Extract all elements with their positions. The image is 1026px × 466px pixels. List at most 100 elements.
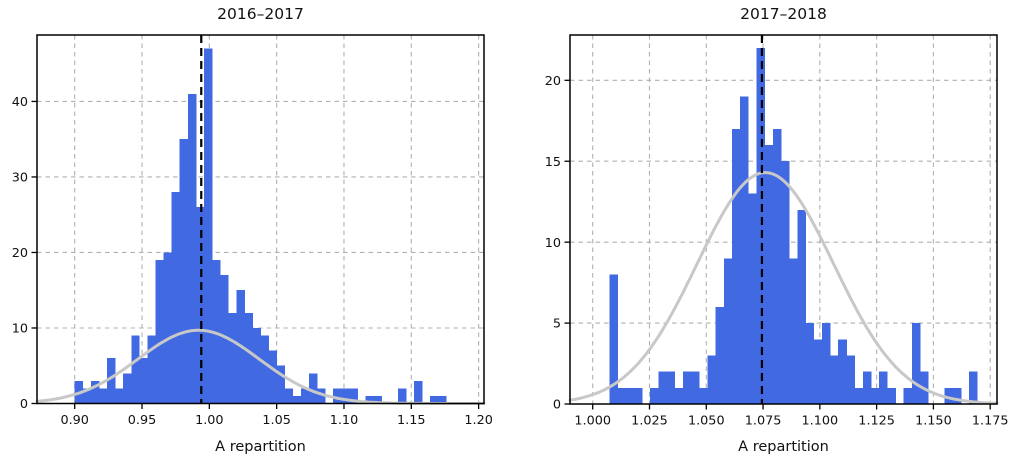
x-tick-label: 1.15 [397, 413, 426, 428]
x-axis-label-right: A repartition [738, 439, 829, 455]
histogram-bar [691, 371, 700, 404]
histogram-bar [748, 193, 757, 404]
gaussian-fit-curve [568, 171, 999, 405]
x-tick-label: 1.050 [688, 414, 725, 429]
histogram-bar [772, 128, 782, 404]
histogram-bar [862, 371, 872, 404]
histogram-bar [179, 139, 189, 404]
histogram-bar [212, 260, 221, 404]
histogram-bar [625, 387, 635, 404]
histogram-bar [674, 387, 684, 404]
histogram-bar [187, 93, 197, 404]
histogram-bar [300, 388, 310, 404]
histogram-bar [821, 323, 831, 404]
histogram-bar [969, 371, 978, 404]
histogram-bar [244, 312, 253, 404]
histogram-bar [147, 335, 156, 404]
histogram-bar [805, 323, 815, 404]
histogram-bar [609, 274, 618, 404]
y-tick-label: 40 [12, 95, 28, 110]
histogram-bar [715, 306, 725, 404]
histogram-bar [903, 387, 913, 404]
x-tick-label: 1.10 [330, 413, 359, 428]
histogram-bar [633, 387, 643, 404]
histogram-bar [658, 371, 667, 404]
histogram-bar [123, 373, 132, 404]
histogram-bar [373, 395, 383, 404]
histogram-bar [764, 145, 774, 405]
x-tick-label: 1.20 [464, 413, 493, 428]
x-tick-label: 1.175 [972, 414, 1009, 429]
histogram-bar [870, 387, 880, 404]
histogram-bar [260, 335, 269, 404]
histogram-bar [349, 388, 358, 404]
histogram-bar [107, 358, 116, 404]
histogram-bar [756, 47, 766, 404]
histogram-bar [911, 323, 921, 404]
x-tick-label: 1.100 [802, 414, 839, 429]
histogram-bar [707, 355, 716, 404]
histogram-bar [90, 380, 100, 404]
histogram-bar [228, 312, 237, 404]
histogram-bar [308, 373, 318, 404]
x-tick-label: 1.125 [858, 414, 895, 429]
histogram-bar [430, 395, 439, 404]
y-tick-label: 20 [12, 246, 28, 261]
histogram-bar [98, 388, 108, 404]
histogram-bar [789, 258, 798, 404]
histogram-bar [220, 275, 229, 404]
axes-frame [36, 34, 485, 405]
histogram-bar [944, 387, 954, 404]
histogram-bar [195, 207, 205, 404]
plot-title-left: 2016–2017 [217, 5, 304, 23]
histogram-bar [617, 387, 627, 404]
y-tick-label: 10 [545, 236, 561, 251]
y-tick-label: 0 [553, 398, 561, 413]
histogram-bar [438, 395, 447, 404]
histogram-bar [797, 209, 806, 404]
x-tick-label: 1.000 [574, 414, 611, 429]
histogram-bar [171, 192, 181, 404]
axes-frame [569, 34, 998, 405]
y-tick-label: 0 [20, 397, 28, 412]
y-tick-label: 30 [12, 171, 28, 186]
histogram-bar [397, 388, 407, 404]
histogram-bar [838, 339, 847, 404]
x-tick-label: 1.05 [262, 413, 291, 428]
histogram-bar [879, 371, 888, 404]
histogram-bar [846, 355, 855, 404]
histogram-bar [887, 387, 896, 404]
histogram-bar [82, 388, 92, 404]
histogram-bar [155, 260, 164, 404]
histogram-bar [341, 388, 350, 404]
x-tick-label: 1.075 [745, 414, 782, 429]
histogram-bar [813, 339, 823, 404]
y-tick-label: 15 [545, 155, 561, 170]
histogram-bar [650, 387, 659, 404]
plot-title-right: 2017–2018 [740, 5, 827, 23]
histogram-bar [333, 388, 342, 404]
histogram-bar [740, 96, 749, 404]
x-tick-label: 1.150 [915, 414, 952, 429]
histogram-bar [163, 252, 173, 404]
y-tick-label: 10 [12, 322, 28, 337]
x-tick-label: 0.95 [128, 413, 157, 428]
histogram-bar [854, 387, 864, 404]
histogram-bar [413, 380, 423, 404]
x-tick-label: 1.00 [195, 413, 224, 428]
histogram-bar [131, 335, 140, 404]
histogram-bar [952, 387, 962, 404]
histogram-bar [268, 350, 278, 404]
x-tick-label: 0.90 [60, 413, 89, 428]
histogram-bar [139, 358, 148, 404]
y-tick-label: 20 [545, 74, 561, 89]
histogram-bar [781, 161, 790, 404]
histogram-bar [284, 388, 294, 404]
x-tick-label: 1.025 [631, 414, 668, 429]
histogram-bar [666, 371, 676, 404]
histogram-bar [292, 395, 302, 404]
x-axis-label-left: A repartition [215, 439, 306, 455]
y-tick-label: 5 [553, 317, 561, 332]
